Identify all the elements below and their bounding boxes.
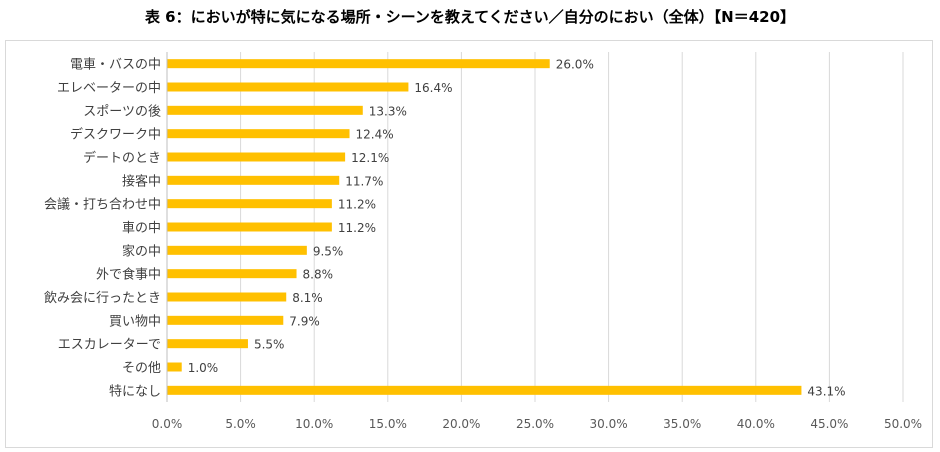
data-label: 9.5% xyxy=(313,244,344,258)
data-label: 43.1% xyxy=(807,384,845,398)
x-tick-label: 10.0% xyxy=(295,417,333,431)
bar xyxy=(167,362,182,372)
data-label: 8.1% xyxy=(292,291,323,305)
bar xyxy=(167,129,350,139)
bar xyxy=(167,315,284,325)
x-tick-label: 0.0% xyxy=(152,417,183,431)
bar xyxy=(167,222,332,232)
data-label: 11.2% xyxy=(338,221,376,235)
category-label: スポーツの後 xyxy=(83,104,161,119)
category-label: デートのとき xyxy=(83,150,161,166)
data-label: 12.1% xyxy=(351,151,389,165)
data-label: 12.4% xyxy=(356,128,394,142)
category-label: 買い物中 xyxy=(109,314,161,329)
x-tick-label: 40.0% xyxy=(737,417,775,431)
bar xyxy=(167,245,307,255)
data-label: 13.3% xyxy=(369,104,407,118)
x-tick-label: 20.0% xyxy=(442,417,480,431)
bar xyxy=(167,152,346,162)
category-label: 飲み会に行ったとき xyxy=(44,290,161,306)
bar xyxy=(167,199,332,209)
data-label: 8.8% xyxy=(303,268,334,282)
x-tick-label: 35.0% xyxy=(663,417,701,431)
bar xyxy=(167,82,409,92)
data-label: 11.7% xyxy=(345,174,383,188)
x-tick-label: 30.0% xyxy=(590,417,628,431)
data-label: 7.9% xyxy=(289,314,320,328)
data-label: 5.5% xyxy=(254,338,285,352)
category-label: 外で食事中 xyxy=(96,267,161,283)
category-label: 接客中 xyxy=(122,173,161,189)
bar xyxy=(167,292,287,302)
category-label: 家の中 xyxy=(122,243,161,259)
chart-frame xyxy=(5,40,933,448)
data-label: 26.0% xyxy=(556,58,594,72)
bar xyxy=(167,105,363,115)
bar xyxy=(167,269,297,279)
data-label: 11.2% xyxy=(338,198,376,212)
x-tick-label: 25.0% xyxy=(516,417,554,431)
category-label: その他 xyxy=(122,361,161,376)
x-tick-label: 15.0% xyxy=(369,417,407,431)
bar xyxy=(167,59,550,69)
data-label: 16.4% xyxy=(414,81,452,95)
data-label: 1.0% xyxy=(188,361,219,375)
bar xyxy=(167,385,802,395)
bar xyxy=(167,339,248,349)
category-label: デスクワーク中 xyxy=(70,127,161,143)
category-label: 車の中 xyxy=(122,221,161,236)
category-label: 特になし xyxy=(109,384,161,399)
x-tick-label: 5.0% xyxy=(225,417,256,431)
x-tick-label: 45.0% xyxy=(810,417,848,431)
category-label: エレベーターの中 xyxy=(57,81,161,96)
bar xyxy=(167,175,340,185)
category-label: 会議・打ち合わせ中 xyxy=(44,198,161,213)
x-tick-label: 50.0% xyxy=(884,417,922,431)
category-label: エスカレーターで xyxy=(58,338,161,353)
category-label: 電車・バスの中 xyxy=(70,58,161,73)
chart-title: 表 6：においが特に気になる場所・シーンを教えてください／自分のにおい（全体）【… xyxy=(144,8,796,26)
